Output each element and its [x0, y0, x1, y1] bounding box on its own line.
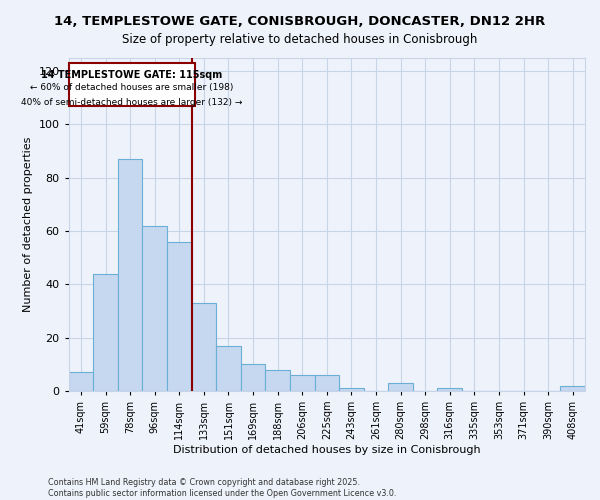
Text: 14 TEMPLESTOWE GATE: 115sqm: 14 TEMPLESTOWE GATE: 115sqm — [41, 70, 223, 80]
Bar — [142, 226, 167, 391]
Bar — [437, 388, 462, 391]
Bar — [241, 364, 265, 391]
Text: 14, TEMPLESTOWE GATE, CONISBROUGH, DONCASTER, DN12 2HR: 14, TEMPLESTOWE GATE, CONISBROUGH, DONCA… — [55, 15, 545, 28]
Bar — [314, 375, 339, 391]
Bar — [388, 383, 413, 391]
Y-axis label: Number of detached properties: Number of detached properties — [23, 136, 33, 312]
Text: ← 60% of detached houses are smaller (198): ← 60% of detached houses are smaller (19… — [30, 83, 233, 92]
Bar — [560, 386, 585, 391]
Bar — [118, 159, 142, 391]
Bar — [167, 242, 191, 391]
Bar — [191, 303, 216, 391]
Bar — [290, 375, 314, 391]
Text: 40% of semi-detached houses are larger (132) →: 40% of semi-detached houses are larger (… — [21, 98, 242, 106]
Text: Contains HM Land Registry data © Crown copyright and database right 2025.
Contai: Contains HM Land Registry data © Crown c… — [48, 478, 397, 498]
Bar — [68, 372, 93, 391]
FancyBboxPatch shape — [68, 63, 195, 106]
Text: Size of property relative to detached houses in Conisbrough: Size of property relative to detached ho… — [122, 32, 478, 46]
Bar — [265, 370, 290, 391]
Bar — [216, 346, 241, 391]
Bar — [93, 274, 118, 391]
X-axis label: Distribution of detached houses by size in Conisbrough: Distribution of detached houses by size … — [173, 445, 481, 455]
Bar — [339, 388, 364, 391]
